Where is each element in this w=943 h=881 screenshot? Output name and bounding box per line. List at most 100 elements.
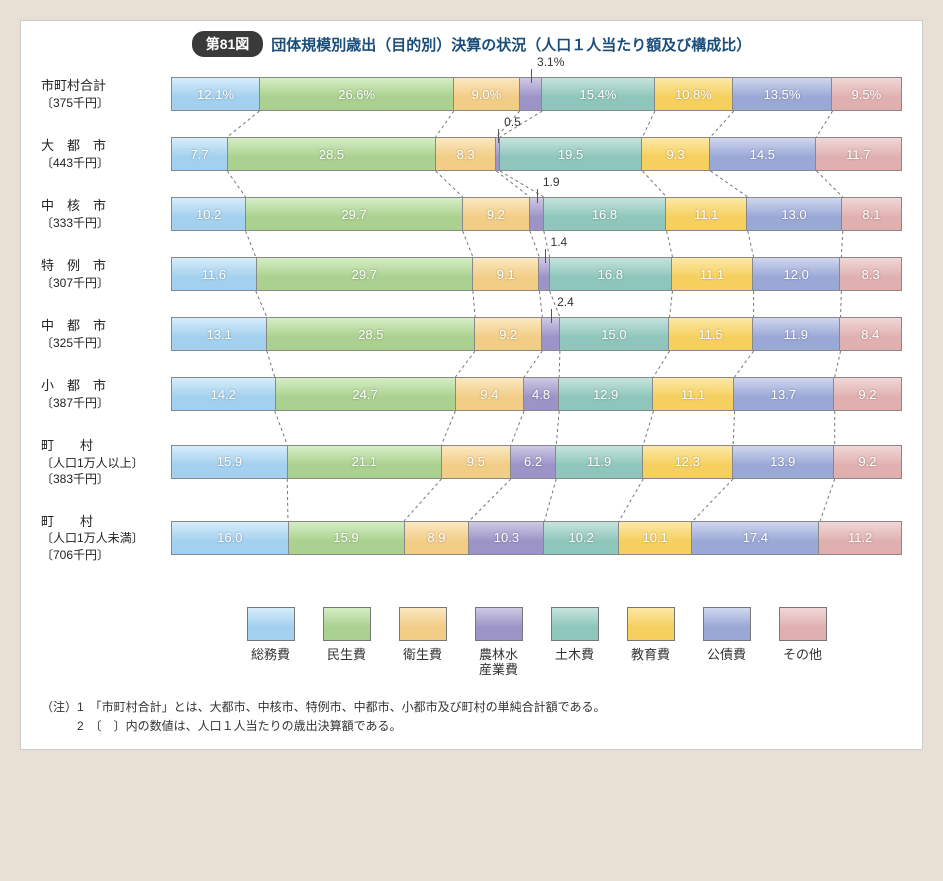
row-label: 特 例 市〔307千円〕 xyxy=(41,257,171,291)
segment-value: 16.8 xyxy=(598,267,623,282)
row-label-line: 町 村 xyxy=(41,437,163,455)
bar-segment: 6.2 xyxy=(511,446,556,478)
segment-value: 8.1 xyxy=(862,207,880,222)
row-label-line: 大 都 市 xyxy=(41,137,163,155)
bar-segment: 21.1 xyxy=(288,446,442,478)
callout-label: 2.4 xyxy=(557,295,574,309)
stacked-bar: 14.224.79.44.812.911.113.79.2 xyxy=(171,377,902,411)
bar-segment: 10.8% xyxy=(655,78,734,110)
figure-badge: 第81図 xyxy=(192,31,264,57)
stacked-bar: 11.629.79.116.811.112.08.3 xyxy=(171,257,902,291)
bar-segment: 9.2 xyxy=(475,318,542,350)
figure-title: 団体規模別歳出（目的別）決算の状況（人口１人当たり額及び構成比） xyxy=(271,34,751,55)
bar-row: 中 核 市〔333千円〕10.229.79.216.811.113.08.11.… xyxy=(41,197,902,231)
bar-segment: 28.5 xyxy=(267,318,475,350)
bar-segment: 29.7 xyxy=(257,258,474,290)
row-label-line: 中 核 市 xyxy=(41,197,163,215)
segment-value: 13.0 xyxy=(781,207,806,222)
legend-label: 衛生費 xyxy=(403,647,442,678)
segment-value: 9.3 xyxy=(667,147,685,162)
row-label-line: 〔387千円〕 xyxy=(41,395,163,411)
legend-label: 民生費 xyxy=(327,647,366,678)
segment-value: 16.0 xyxy=(217,530,242,545)
segment-value: 11.6 xyxy=(202,267,226,282)
segment-value: 26.6% xyxy=(338,87,375,102)
segment-value: 9.5 xyxy=(467,454,485,469)
row-label: 町 村〔人口1万人未満〕〔706千円〕 xyxy=(41,513,171,563)
segment-value: 29.7 xyxy=(352,267,377,282)
legend-label: 教育費 xyxy=(631,647,670,678)
bar-segment: 9.2 xyxy=(834,378,901,410)
row-label: 小 都 市〔387千円〕 xyxy=(41,377,171,411)
segment-value: 9.4 xyxy=(480,387,498,402)
segment-value: 9.2 xyxy=(858,387,876,402)
segment-value: 15.9 xyxy=(333,530,358,545)
segment-value: 4.8 xyxy=(532,387,550,402)
bar-row: 大 都 市〔443千円〕7.728.58.319.59.314.511.70.5 xyxy=(41,137,902,171)
callout-line xyxy=(537,189,538,203)
legend-item: 公債費 xyxy=(703,607,751,678)
bar-segment: 13.7 xyxy=(734,378,834,410)
row-label: 町 村〔人口1万人以上〕〔383千円〕 xyxy=(41,437,171,487)
callout-label: 3.1% xyxy=(537,55,564,69)
bar-row: 小 都 市〔387千円〕14.224.79.44.812.911.113.79.… xyxy=(41,377,902,411)
legend: 総務費民生費衛生費農林水産業費土木費教育費公債費その他 xyxy=(21,599,922,690)
callout-label: 1.4 xyxy=(551,235,568,249)
bar-segment: 13.1 xyxy=(172,318,267,350)
segment-value: 11.2 xyxy=(848,530,872,545)
segment-value: 11.1 xyxy=(700,267,724,282)
bar-segment: 9.0% xyxy=(454,78,520,110)
bar-segment: 12.9 xyxy=(559,378,653,410)
segment-value: 14.2 xyxy=(211,387,236,402)
bar-segment: 11.7 xyxy=(816,138,901,170)
bar-segment: 9.5% xyxy=(832,78,901,110)
bar-segment: 9.2 xyxy=(463,198,530,230)
legend-label: その他 xyxy=(783,647,822,678)
segment-value: 13.7 xyxy=(771,387,796,402)
footnote-2: 2 〔 〕内の数値は、人口１人当たりの歳出決算額である。 xyxy=(41,717,902,736)
row-label-line: 〔人口1万人未満〕 xyxy=(41,530,163,546)
legend-swatch xyxy=(703,607,751,641)
row-label: 市町村合計〔375千円〕 xyxy=(41,77,171,111)
callout-line xyxy=(498,129,499,143)
segment-value: 29.7 xyxy=(341,207,366,222)
bar-segment: 15.9 xyxy=(172,446,288,478)
bar-row: 市町村合計〔375千円〕12.1%26.6%9.0%15.4%10.8%13.5… xyxy=(41,77,902,111)
bar-segment: 11.9 xyxy=(753,318,840,350)
bar-segment: 11.1 xyxy=(672,258,753,290)
bar-segment: 10.3 xyxy=(469,522,544,554)
row-label-line: 〔307千円〕 xyxy=(41,275,163,291)
segment-value: 9.5% xyxy=(852,87,882,102)
footnote-1: （注）1 「市町村合計」とは、大都市、中核市、特例市、中都市、小都市及び町村の単… xyxy=(41,698,902,717)
stacked-bar: 13.128.59.215.011.511.98.4 xyxy=(171,317,902,351)
bar-segment: 9.3 xyxy=(642,138,710,170)
bar-segment: 11.2 xyxy=(819,522,901,554)
bar-segment: 16.8 xyxy=(550,258,672,290)
legend-item: 農林水産業費 xyxy=(475,607,523,678)
title-row: 第81図 団体規模別歳出（目的別）決算の状況（人口１人当たり額及び構成比） xyxy=(21,21,922,71)
row-label: 大 都 市〔443千円〕 xyxy=(41,137,171,171)
stacked-bar: 12.1%26.6%9.0%15.4%10.8%13.5%9.5% xyxy=(171,77,902,111)
segment-value: 12.1% xyxy=(197,87,234,102)
row-label-line: 特 例 市 xyxy=(41,257,163,275)
segment-value: 8.4 xyxy=(861,327,879,342)
segment-value: 10.3 xyxy=(494,530,519,545)
segment-value: 14.5 xyxy=(750,147,775,162)
segment-value: 12.9 xyxy=(593,387,618,402)
segment-value: 10.1 xyxy=(642,530,667,545)
callout-label: 0.5 xyxy=(504,115,521,129)
legend-label: 公債費 xyxy=(707,647,746,678)
stacked-bar: 16.015.98.910.310.210.117.411.2 xyxy=(171,521,902,555)
row-label-line: 〔383千円〕 xyxy=(41,471,163,487)
bar-segment: 8.1 xyxy=(842,198,901,230)
segment-value: 6.2 xyxy=(524,454,542,469)
bar-segment: 9.5 xyxy=(442,446,511,478)
bar-segment: 14.5 xyxy=(710,138,816,170)
legend-swatch xyxy=(779,607,827,641)
row-label-line: 小 都 市 xyxy=(41,377,163,395)
segment-value: 15.4% xyxy=(580,87,617,102)
row-label-line: 〔人口1万人以上〕 xyxy=(41,455,163,471)
segment-value: 11.9 xyxy=(784,327,808,342)
legend-label: 総務費 xyxy=(251,647,290,678)
row-label-line: 〔325千円〕 xyxy=(41,335,163,351)
